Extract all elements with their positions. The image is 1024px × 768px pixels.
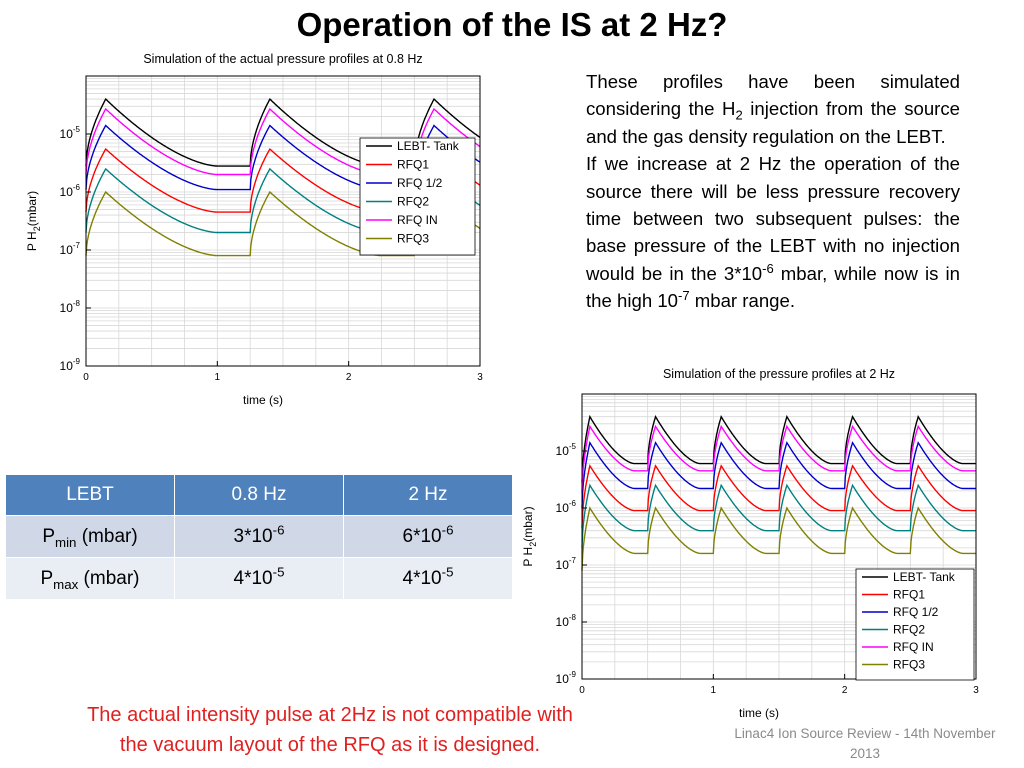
- table-header: 2 Hz: [343, 474, 513, 516]
- legend-label: LEBT- Tank: [397, 139, 460, 153]
- y-tick-label: 10-6: [60, 183, 81, 199]
- compatibility-warning: The actual intensity pulse at 2Hz is not…: [30, 700, 630, 760]
- legend-label: RFQ3: [893, 658, 925, 672]
- p2-sup-a: -6: [762, 260, 774, 276]
- p1-text-b: injection from the source and the gas de…: [586, 98, 961, 147]
- p1-text-a: These profiles have been simulated consi…: [586, 71, 960, 120]
- table-cell-label: Pmax (mbar): [5, 557, 175, 600]
- chart-svg: Simulation of the pressure profiles at 2…: [521, 367, 979, 720]
- paragraph-1: These profiles have been simulated consi…: [586, 68, 960, 150]
- slide-title: Operation of the IS at 2 Hz?: [296, 6, 728, 43]
- table-cell: 3*10-6: [174, 515, 344, 558]
- legend-label: RFQ IN: [397, 213, 438, 227]
- chart-pressure-2hz: Simulation of the pressure profiles at 2…: [508, 364, 1008, 730]
- x-tick-label: 0: [83, 372, 89, 383]
- x-tick-label: 3: [973, 685, 979, 696]
- paragraph-2: If we increase at 2 Hz the operation of …: [586, 150, 960, 314]
- y-tick-label: 10-9: [556, 670, 577, 686]
- table-cell: 4*10-5: [174, 557, 344, 600]
- chart-svg: Simulation of the actual pressure profil…: [25, 52, 483, 407]
- series-line-3: [581, 483, 976, 548]
- legend-label: RFQ 1/2: [893, 605, 939, 619]
- y-tick-label: 10-5: [60, 125, 81, 141]
- legend-label: RFQ3: [397, 232, 429, 246]
- x-axis-label: time (s): [243, 393, 283, 407]
- warning-line-2: the vacuum layout of the RFQ as it is de…: [119, 734, 541, 756]
- legend-label: RFQ 1/2: [397, 176, 443, 190]
- chart-pressure-0p8hz: Simulation of the actual pressure profil…: [10, 48, 500, 418]
- legend-label: RFQ1: [397, 158, 429, 172]
- chart-legend: LEBT- Tank RFQ1 RFQ 1/2 RFQ2 RFQ IN RFQ3: [359, 137, 476, 256]
- chart-title: Simulation of the actual pressure profil…: [143, 52, 422, 66]
- cell-sup: -5: [272, 564, 285, 580]
- legend-label: RFQ2: [397, 195, 429, 209]
- p2-text-c: mbar range.: [689, 290, 796, 312]
- table-header: 0.8 Hz: [174, 474, 344, 516]
- y-tick-label: 10-7: [60, 241, 81, 257]
- cell-text: 6*10: [402, 525, 442, 547]
- table-row: Pmin (mbar) 3*10-6 6*10-6: [5, 515, 513, 558]
- series-line-1: [581, 463, 976, 528]
- p2-sup-b: -7: [678, 288, 690, 304]
- x-tick-label: 2: [346, 372, 352, 383]
- cell-sup: -6: [441, 522, 454, 538]
- description-text: These profiles have been simulated consi…: [586, 68, 960, 315]
- y-tick-label: 10-7: [556, 556, 577, 572]
- pressure-table: LEBT 0.8 Hz 2 Hz Pmin (mbar) 3*10-6 6*10…: [5, 474, 513, 600]
- cell-unit: (mbar): [78, 567, 140, 589]
- x-axis-label: time (s): [739, 706, 779, 720]
- plot-frame: [85, 75, 481, 367]
- chart-title: Simulation of the pressure profiles at 2…: [663, 367, 895, 381]
- chart-legend: LEBT- Tank RFQ1 RFQ 1/2 RFQ2 RFQ IN RFQ3: [855, 568, 975, 681]
- y-tick-label: 10-9: [60, 357, 81, 373]
- table-row: Pmax (mbar) 4*10-5 4*10-5: [5, 557, 513, 600]
- credit-line-2: 2013: [849, 746, 881, 761]
- cell-text: P: [42, 525, 55, 547]
- cell-sup: -6: [272, 522, 285, 538]
- table-cell-label: Pmin (mbar): [5, 515, 175, 558]
- x-tick-label: 1: [711, 685, 717, 696]
- y-tick-label: 10-5: [556, 442, 577, 458]
- series-line-5: [85, 190, 481, 257]
- table-cell: 4*10-5: [343, 557, 513, 600]
- x-tick-label: 2: [842, 685, 848, 696]
- legend-label: RFQ1: [893, 588, 925, 602]
- cell-sup: -5: [441, 564, 454, 580]
- y-tick-label: 10-8: [556, 613, 577, 629]
- y-tick-label: 10-8: [60, 299, 81, 315]
- plot-frame: [581, 393, 977, 680]
- y-axis-label: P H2(mbar): [521, 506, 538, 566]
- cell-sub: max: [53, 576, 79, 592]
- legend-label: LEBT- Tank: [893, 570, 956, 584]
- x-tick-label: 3: [477, 372, 483, 383]
- series-line-5: [581, 506, 976, 571]
- y-axis-label: P H2(mbar): [25, 191, 42, 251]
- p1-sub: 2: [735, 108, 743, 124]
- cell-text: 4*10: [402, 567, 442, 589]
- series-line-4: [581, 424, 976, 493]
- table-header-row: LEBT 0.8 Hz 2 Hz: [5, 474, 513, 516]
- table-cell: 6*10-6: [343, 515, 513, 558]
- cell-text: 4*10: [233, 567, 273, 589]
- p2-text-b: mbar, while now is in the high 10: [586, 262, 960, 312]
- legend-label: RFQ2: [893, 623, 925, 637]
- credit-line-1: Linac4 Ion Source Review - 14th November: [734, 726, 996, 741]
- cell-text: P: [40, 567, 54, 589]
- legend-label: RFQ IN: [893, 640, 934, 654]
- cell-text: 3*10: [233, 525, 273, 547]
- warning-line-1: The actual intensity pulse at 2Hz is not…: [87, 704, 573, 726]
- footer-credit: Linac4 Ion Source Review - 14th November…: [710, 724, 1020, 764]
- series-line-2: [581, 440, 976, 509]
- table-header: LEBT: [5, 474, 175, 516]
- p2-text-a: If we increase at 2 Hz the operation of …: [586, 153, 960, 284]
- x-tick-label: 0: [579, 685, 585, 696]
- x-tick-label: 1: [215, 372, 221, 383]
- y-tick-label: 10-6: [556, 499, 577, 515]
- cell-sub: min: [55, 534, 77, 550]
- cell-unit: (mbar): [76, 525, 138, 547]
